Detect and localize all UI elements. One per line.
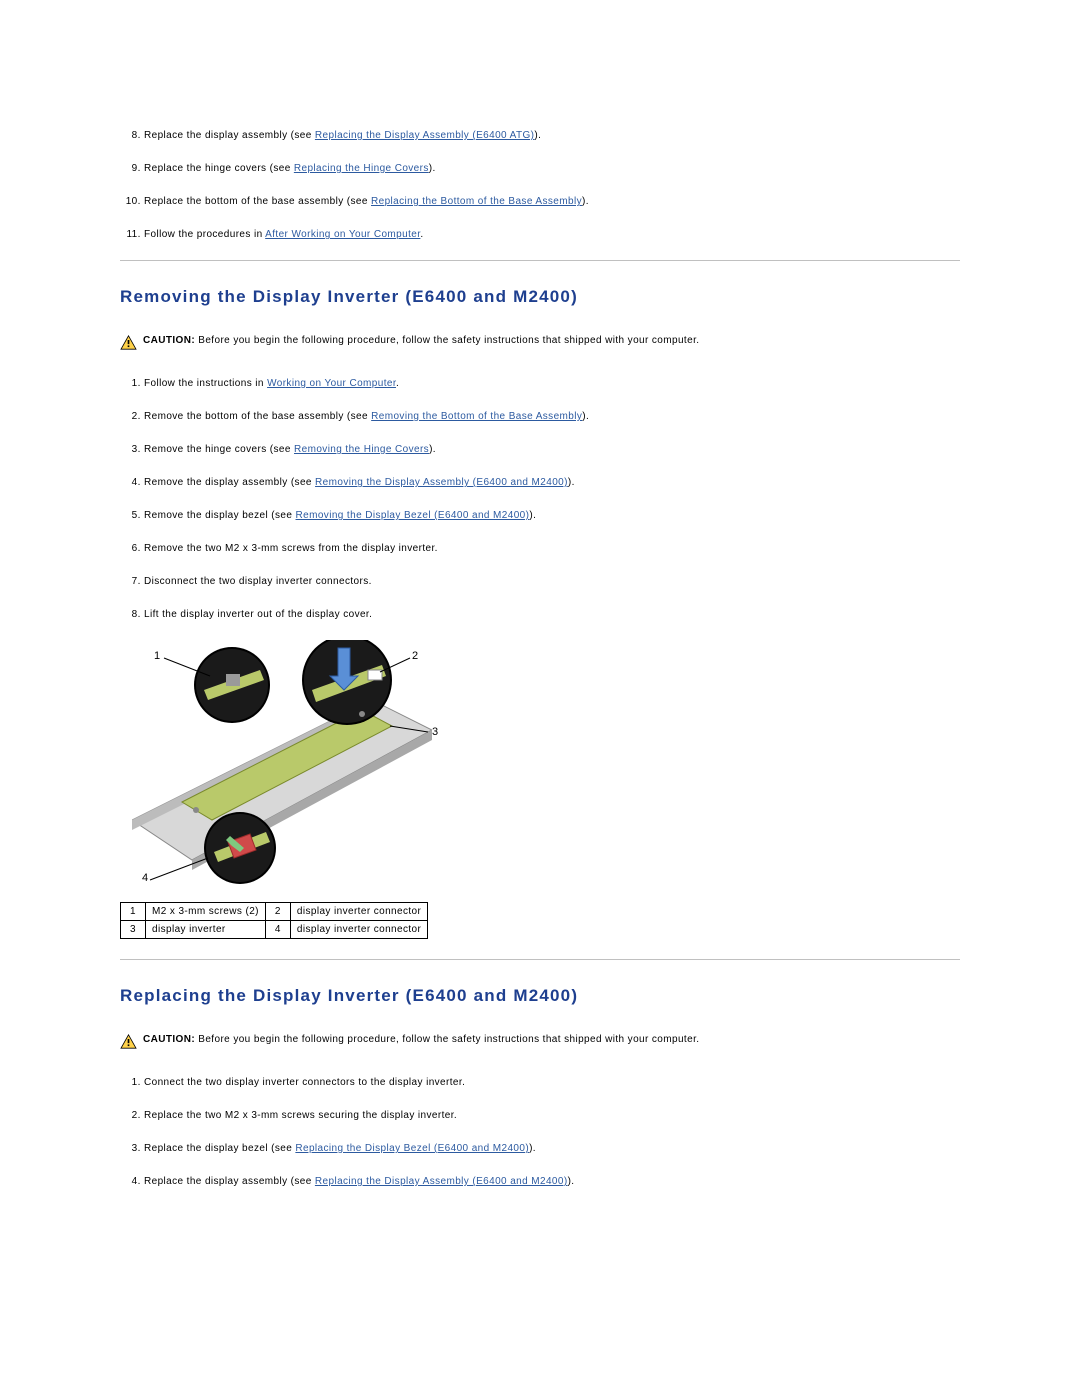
step-text-post: ). [582, 411, 589, 422]
caution-text: CAUTION: Before you begin the following … [143, 335, 699, 346]
caution-body: Before you begin the following procedure… [195, 335, 699, 346]
step-link[interactable]: Removing the Display Bezel (E6400 and M2… [296, 510, 530, 521]
step-text: Disconnect the two display inverter conn… [144, 576, 372, 587]
step-item: Replace the two M2 x 3-mm screws securin… [144, 1108, 960, 1123]
step-text: Lift the display inverter out of the dis… [144, 609, 372, 620]
step-text: Replace the two M2 x 3-mm screws securin… [144, 1110, 457, 1121]
step-text: Remove the bottom of the base assembly (… [144, 411, 371, 422]
cell: display inverter connector [290, 921, 427, 939]
step-link[interactable]: Replacing the Display Bezel (E6400 and M… [295, 1143, 529, 1154]
step-link[interactable]: Replacing the Bottom of the Base Assembl… [371, 196, 582, 207]
step-item: Replace the bottom of the base assembly … [144, 194, 960, 209]
section1-steps: Follow the instructions in Working on Yo… [120, 376, 960, 622]
step-link[interactable]: Removing the Bottom of the Base Assembly [371, 411, 582, 422]
inverter-figure: 1 2 3 4 [132, 640, 432, 888]
step-item: Replace the display bezel (see Replacing… [144, 1141, 960, 1156]
step-text-post: . [396, 378, 399, 389]
step-text: Connect the two display inverter connect… [144, 1077, 465, 1088]
step-text-post: ). [529, 1143, 536, 1154]
step-link[interactable]: Replacing the Hinge Covers [294, 163, 429, 174]
step-text: Remove the two M2 x 3-mm screws from the… [144, 543, 438, 554]
step-link[interactable]: Removing the Hinge Covers [294, 444, 429, 455]
step-text: Replace the bottom of the base assembly … [144, 196, 371, 207]
step-item: Lift the display inverter out of the dis… [144, 607, 960, 622]
step-item: Follow the instructions in Working on Yo… [144, 376, 960, 391]
step-text: Remove the display assembly (see [144, 477, 315, 488]
section-heading-replacing: Replacing the Display Inverter (E6400 an… [120, 986, 960, 1006]
step-item: Follow the procedures in After Working o… [144, 227, 960, 242]
step-link[interactable]: Replacing the Display Assembly (E6400 AT… [315, 130, 535, 141]
callout-1: 1 [154, 650, 160, 662]
step-item: Disconnect the two display inverter conn… [144, 574, 960, 589]
step-link[interactable]: Working on Your Computer [267, 378, 396, 389]
cell: 2 [265, 903, 290, 921]
step-item: Remove the two M2 x 3-mm screws from the… [144, 541, 960, 556]
cell: 1 [121, 903, 146, 921]
step-link[interactable]: After Working on Your Computer [265, 229, 420, 240]
step-text: Remove the display bezel (see [144, 510, 296, 521]
step-text: Replace the hinge covers (see [144, 163, 294, 174]
step-text-post: ). [568, 1176, 575, 1187]
step-item: Replace the hinge covers (see Replacing … [144, 161, 960, 176]
step-item: Replace the display assembly (see Replac… [144, 128, 960, 143]
cell: display inverter connector [290, 903, 427, 921]
step-text-post: ). [429, 163, 436, 174]
callout-3: 3 [432, 726, 438, 738]
step-text-post: ). [568, 477, 575, 488]
callout-2: 2 [412, 650, 418, 662]
step-text: Follow the instructions in [144, 378, 267, 389]
step-item: Remove the display assembly (see Removin… [144, 475, 960, 490]
figure-svg [132, 640, 432, 888]
step-text-post: . [420, 229, 423, 240]
caution-block: CAUTION: Before you begin the following … [120, 335, 960, 350]
step-item: Remove the display bezel (see Removing t… [144, 508, 960, 523]
caution-text: CAUTION: Before you begin the following … [143, 1034, 699, 1045]
step-link[interactable]: Replacing the Display Assembly (E6400 an… [315, 1176, 568, 1187]
callout-4: 4 [142, 872, 148, 884]
step-item: Connect the two display inverter connect… [144, 1075, 960, 1090]
caution-label: CAUTION: [143, 335, 195, 346]
step-text-post: ). [534, 130, 541, 141]
cell: M2 x 3-mm screws (2) [146, 903, 266, 921]
divider [120, 959, 960, 960]
step-item: Remove the hinge covers (see Removing th… [144, 442, 960, 457]
cell: 4 [265, 921, 290, 939]
section-heading-removing: Removing the Display Inverter (E6400 and… [120, 287, 960, 307]
caution-block: CAUTION: Before you begin the following … [120, 1034, 960, 1049]
top-steps-list: Replace the display assembly (see Replac… [120, 128, 960, 242]
caution-body: Before you begin the following procedure… [195, 1034, 699, 1045]
step-text: Remove the hinge covers (see [144, 444, 294, 455]
service-manual-page: Replace the display assembly (see Replac… [0, 0, 1080, 1287]
step-text: Replace the display assembly (see [144, 1176, 315, 1187]
parts-legend-table: 1 M2 x 3-mm screws (2) 2 display inverte… [120, 902, 428, 939]
step-item: Replace the display assembly (see Replac… [144, 1174, 960, 1189]
step-text-post: ). [582, 196, 589, 207]
divider [120, 260, 960, 261]
caution-icon [120, 335, 137, 350]
section2-steps: Connect the two display inverter connect… [120, 1075, 960, 1189]
step-link[interactable]: Removing the Display Assembly (E6400 and… [315, 477, 568, 488]
step-text: Replace the display bezel (see [144, 1143, 295, 1154]
table-row: 3 display inverter 4 display inverter co… [121, 921, 428, 939]
cell: display inverter [146, 921, 266, 939]
step-text: Follow the procedures in [144, 229, 265, 240]
step-item: Remove the bottom of the base assembly (… [144, 409, 960, 424]
step-text: Replace the display assembly (see [144, 130, 315, 141]
step-text-post: ). [429, 444, 436, 455]
caution-icon [120, 1034, 137, 1049]
caution-label: CAUTION: [143, 1034, 195, 1045]
table-row: 1 M2 x 3-mm screws (2) 2 display inverte… [121, 903, 428, 921]
step-text-post: ). [529, 510, 536, 521]
cell: 3 [121, 921, 146, 939]
